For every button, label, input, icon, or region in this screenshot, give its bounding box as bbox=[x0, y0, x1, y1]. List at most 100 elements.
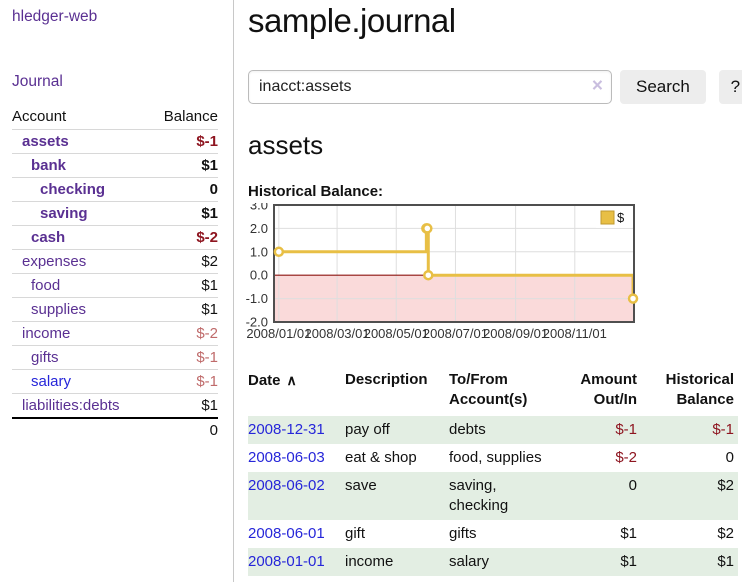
sort-ascending-icon: ∧ bbox=[286, 372, 297, 388]
transaction-accounts: gifts bbox=[449, 525, 477, 542]
sidebar-nav: Journal bbox=[12, 73, 219, 91]
account-row: gifts $-1 bbox=[12, 345, 218, 370]
transaction-accounts: food, supplies bbox=[449, 449, 542, 466]
account-row: income $-2 bbox=[12, 321, 218, 346]
transaction-accounts: saving, checking bbox=[449, 477, 509, 514]
sidebar-item-journal[interactable]: Journal bbox=[12, 73, 63, 90]
transaction-description: save bbox=[345, 477, 377, 494]
transaction-description: pay off bbox=[345, 421, 390, 438]
data-point[interactable] bbox=[422, 223, 433, 234]
data-point[interactable] bbox=[627, 293, 639, 304]
search-input[interactable] bbox=[248, 70, 612, 104]
account-balance: 0 bbox=[148, 177, 218, 202]
x-tick-label: 2008/03/01 bbox=[305, 326, 370, 341]
plot-border bbox=[273, 204, 635, 323]
transaction-balance: 0 bbox=[725, 449, 734, 466]
x-tick-label: 2008/01/01 bbox=[246, 326, 311, 341]
transaction-date-cell: 2008-06-02 bbox=[248, 472, 345, 520]
account-row: assets $-1 bbox=[12, 129, 218, 154]
balance-column-header: Balance bbox=[163, 108, 218, 125]
transaction-date-link[interactable]: 2008-06-03 bbox=[248, 449, 325, 466]
account-list: assets $-1 bank $1 checking 0 saving $1 cash $-2 e… bbox=[12, 129, 218, 418]
account-cell: supplies bbox=[12, 297, 149, 322]
y-tick-label: 0.0 bbox=[250, 268, 268, 283]
account-link-saving[interactable]: saving bbox=[40, 205, 88, 222]
account-link-checking[interactable]: checking bbox=[40, 181, 106, 198]
account-row: liabilities:debts $1 bbox=[12, 393, 218, 418]
account-link-bank[interactable]: bank bbox=[31, 157, 67, 174]
register-table: Date ∧ Description To/From Account(s) Amo… bbox=[248, 368, 738, 576]
transaction-description: eat & shop bbox=[345, 449, 417, 466]
account-link-food[interactable]: food bbox=[31, 277, 61, 294]
account-link-assets[interactable]: assets bbox=[22, 133, 69, 150]
account-column-header: Account bbox=[12, 108, 67, 125]
transaction-date-link[interactable]: 2008-01-01 bbox=[248, 553, 325, 570]
account-link-income[interactable]: income bbox=[22, 325, 71, 342]
help-button[interactable]: ? bbox=[718, 70, 742, 104]
clear-search-icon[interactable]: × bbox=[591, 75, 603, 97]
account-table-header: Account Balance bbox=[12, 108, 218, 130]
account-balance: $-1 bbox=[148, 129, 218, 154]
account-cell: checking bbox=[12, 177, 149, 202]
account-cell: liabilities:debts bbox=[12, 393, 149, 418]
account-heading: assets bbox=[248, 130, 324, 160]
account-balance: $1 bbox=[148, 153, 218, 178]
transaction-row: 2008-06-02 save saving, checking 0 $2 bbox=[248, 472, 738, 520]
transaction-balance: $1 bbox=[717, 553, 734, 570]
account-link-salary[interactable]: salary bbox=[31, 373, 72, 390]
amount-column-header: Amount Out/In bbox=[580, 371, 637, 408]
data-point[interactable] bbox=[273, 246, 285, 258]
account-balance: $1 bbox=[148, 201, 218, 226]
account-link-cash[interactable]: cash bbox=[31, 229, 66, 246]
chart-title: Historical Balance: bbox=[248, 183, 384, 200]
balance-chart: $3.0 2.0 1.0 0.0 -1.0 -2.0 2008/01/01 2008/03/0… bbox=[242, 198, 742, 352]
y-tick-label: 3.0 bbox=[250, 203, 268, 213]
transaction-amount: $-1 bbox=[615, 421, 637, 438]
account-link-expenses[interactable]: expenses bbox=[22, 253, 87, 270]
y-tick-label: -2.0 bbox=[246, 315, 268, 330]
transaction-amount: $1 bbox=[620, 553, 637, 570]
account-cell: expenses bbox=[12, 249, 149, 274]
date-column-header[interactable]: Date ∧ bbox=[248, 372, 297, 389]
transaction-date-link[interactable]: 2008-12-31 bbox=[248, 421, 325, 438]
y-tick-label: 2.0 bbox=[250, 221, 268, 236]
transaction-date-cell: 2008-01-01 bbox=[248, 548, 345, 576]
transaction-row: 2008-06-03 eat & shop food, supplies $-2 0 bbox=[248, 444, 738, 472]
description-column-header: Description bbox=[345, 371, 428, 388]
search-input-wrap: × bbox=[248, 70, 612, 104]
account-cell: food bbox=[12, 273, 149, 298]
transaction-description: income bbox=[345, 553, 394, 570]
transaction-date-cell: 2008-12-31 bbox=[248, 416, 345, 444]
account-link-gifts[interactable]: gifts bbox=[31, 349, 59, 366]
page-title: sample.journal bbox=[248, 2, 456, 39]
account-row: bank $1 bbox=[12, 153, 218, 178]
y-tick-label: 1.0 bbox=[250, 244, 268, 259]
account-link-liabilities-debts[interactable]: liabilities:debts bbox=[22, 397, 120, 414]
account-row: expenses $2 bbox=[12, 249, 218, 274]
transaction-date-link[interactable]: 2008-06-02 bbox=[248, 477, 325, 494]
account-row: food $1 bbox=[12, 273, 218, 298]
transaction-description: gift bbox=[345, 525, 366, 542]
search-button[interactable]: Search bbox=[620, 70, 706, 104]
account-total-value: 0 bbox=[148, 417, 218, 442]
brand-link[interactable]: hledger-web bbox=[12, 8, 98, 25]
legend-label: $ bbox=[617, 210, 625, 225]
transaction-row: 2008-12-31 pay off debts $-1 $-1 bbox=[248, 416, 738, 444]
transaction-balance: $2 bbox=[717, 477, 734, 494]
transaction-accounts: debts bbox=[449, 421, 486, 438]
account-row: saving $1 bbox=[12, 201, 218, 226]
account-balance: $2 bbox=[148, 249, 218, 274]
x-tick-label: 2008/05/01 bbox=[364, 326, 429, 341]
account-balance: $-2 bbox=[148, 321, 218, 346]
transaction-balance: $-1 bbox=[712, 421, 734, 438]
account-balance: $-1 bbox=[148, 369, 218, 394]
account-cell: gifts bbox=[12, 345, 149, 370]
register-header-row: Date ∧ Description To/From Account(s) Amo… bbox=[248, 368, 738, 416]
account-link-supplies[interactable]: supplies bbox=[31, 301, 87, 318]
account-cell: cash bbox=[12, 225, 149, 250]
transaction-amount: 0 bbox=[628, 477, 637, 494]
legend-swatch bbox=[600, 210, 615, 225]
data-point[interactable] bbox=[423, 269, 434, 281]
account-balance: $-1 bbox=[148, 345, 218, 370]
transaction-date-link[interactable]: 2008-06-01 bbox=[248, 525, 325, 542]
